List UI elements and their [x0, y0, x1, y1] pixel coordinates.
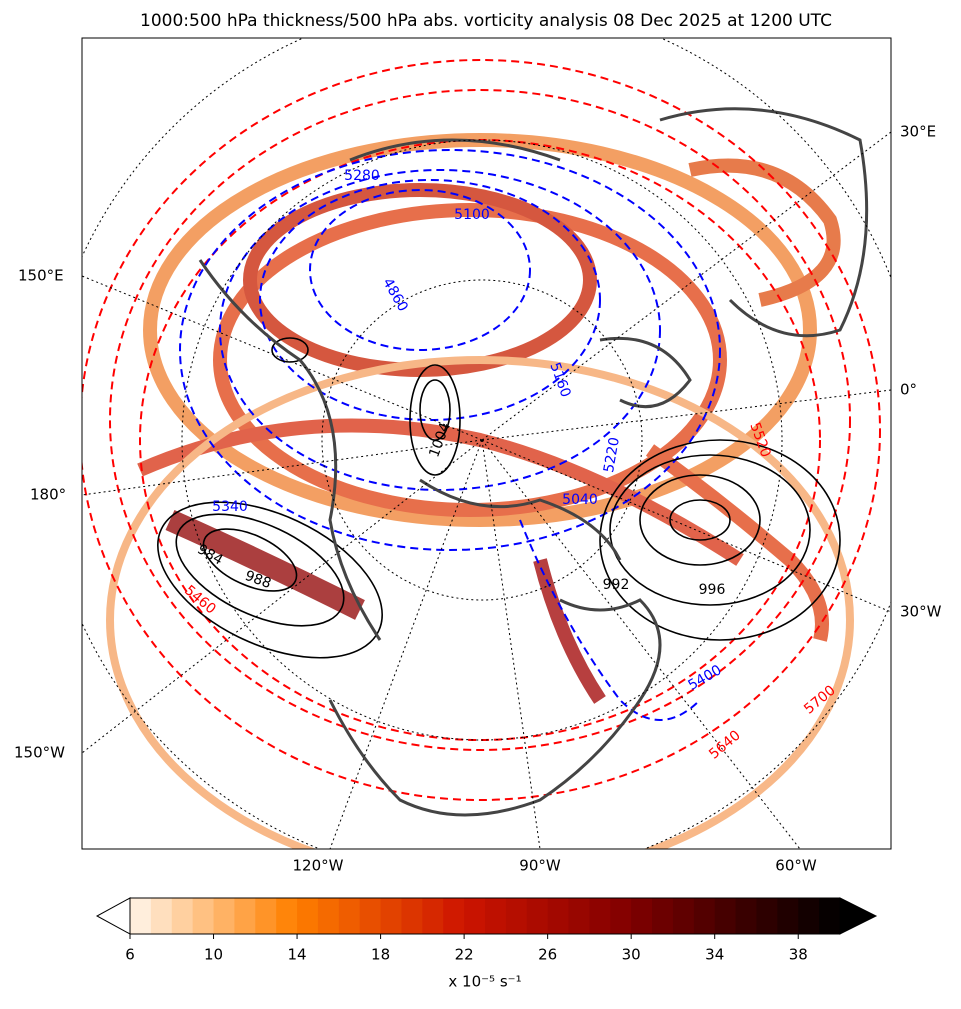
colorbar-box [234, 898, 256, 934]
colorbar-box [338, 898, 361, 934]
longitude-label: 150°E [18, 267, 64, 285]
longitude-labels: 30°E 150°E 0° 180° 30°W 150°W 120°W 90°W 60°W [14, 123, 942, 875]
colorbar-box [422, 898, 444, 934]
colorbar-box [130, 898, 152, 934]
colorbar-box [735, 898, 757, 934]
colorbar-box [568, 898, 590, 934]
map-layers: 5280510048605160522050405340540054605520… [82, 38, 891, 849]
colorbar-box [464, 898, 486, 934]
longitude-label: 30°W [900, 603, 942, 621]
pressure-contours [157, 337, 841, 659]
colorbar-box [526, 898, 549, 934]
colorbar-box [192, 898, 215, 934]
colorbar-extend-low [95, 897, 131, 935]
colorbar-box [213, 898, 235, 934]
colorbar-box [672, 898, 695, 934]
longitude-label: 60°W [775, 857, 817, 875]
vorticity-shading [106, 133, 854, 849]
longitude-label: 0° [900, 381, 917, 399]
colorbar-box [798, 898, 820, 934]
coastlines [198, 107, 869, 817]
colorbar-box [485, 898, 507, 934]
contour-label: 996 [699, 582, 726, 598]
colorbar-tick-label: 18 [371, 946, 390, 964]
colorbar-frame [129, 897, 841, 935]
colorbar-box [652, 898, 674, 934]
colorbar-box [610, 898, 632, 934]
colorbar-tick-label: 6 [125, 946, 135, 964]
colorbar-box [317, 898, 340, 934]
colorbar-box [380, 898, 402, 934]
colorbar-box [297, 898, 319, 934]
contour-label: 5340 [212, 499, 248, 515]
colorbar-tick-label: 38 [789, 946, 808, 964]
colorbar-box [631, 898, 653, 934]
colorbar-box [777, 898, 799, 934]
colorbar-box [819, 898, 841, 934]
colorbar-box [401, 898, 423, 934]
colorbar-tick-label: 34 [705, 946, 724, 964]
contour-label: 5220 [601, 436, 623, 474]
longitude-label: 150°W [14, 744, 65, 762]
colorbar-tick-label: 26 [538, 946, 557, 964]
colorbar-tick-label: 10 [204, 946, 223, 964]
colorbar-box [547, 898, 570, 934]
colorbar-box [505, 898, 528, 934]
longitude-label: 180° [30, 486, 66, 504]
colorbar-box [443, 898, 465, 934]
colorbar-tick-label: 30 [622, 946, 641, 964]
colorbar-tick-label: 14 [288, 946, 307, 964]
colorbar-box [693, 898, 716, 934]
colorbar-box [150, 898, 173, 934]
contour-label: 5040 [562, 492, 598, 508]
colorbar: 6 10 14 18 22 26 30 34 38 x 10⁻⁵ s⁻¹ [95, 897, 878, 991]
longitude-label: 120°W [293, 857, 344, 875]
map-frame [81, 37, 892, 850]
longitude-label: 90°W [519, 857, 561, 875]
colorbar-box [359, 898, 382, 934]
colorbar-box [589, 898, 611, 934]
colorbar-box [255, 898, 277, 934]
colorbar-extend-high [839, 897, 878, 935]
colorbar-label: x 10⁻⁵ s⁻¹ [448, 973, 521, 991]
contour-label: 992 [603, 577, 630, 593]
colorbar-box [276, 898, 298, 934]
longitude-label: 30°E [900, 123, 936, 141]
title: 1000:500 hPa thickness/500 hPa abs. vort… [140, 11, 832, 31]
graticule [82, 38, 891, 849]
contour-label: 5280 [344, 168, 380, 184]
colorbar-box [714, 898, 737, 934]
colorbar-tick-label: 22 [455, 946, 474, 964]
colorbar-box [756, 898, 778, 934]
contour-label: 5100 [454, 207, 490, 223]
colorbar-box [171, 898, 194, 934]
